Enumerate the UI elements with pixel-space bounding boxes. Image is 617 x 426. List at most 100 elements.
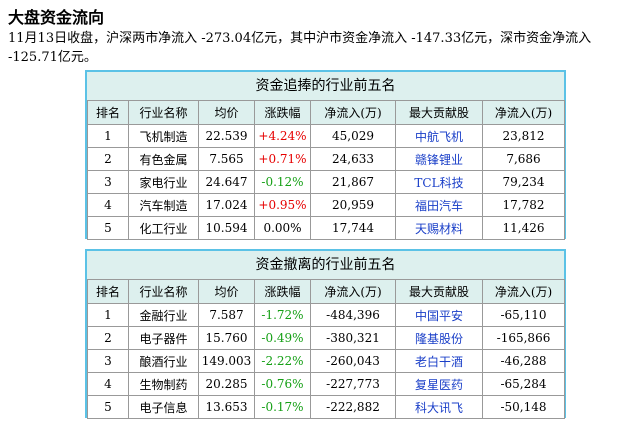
net-inflow-cell: 24,633 [310, 147, 396, 171]
column-header: 涨跌幅 [254, 279, 311, 304]
table-row: 1 飞机制造 22.539 +4.24% 45,029 中航飞机 23,812 [87, 124, 565, 148]
inflow-header-row: 排名 行业名称 均价 涨跌幅 净流入(万) 最大贡献股 净流入(万) [87, 100, 565, 125]
net-inflow-cell: 21,867 [310, 170, 396, 194]
rank-cell: 3 [87, 170, 129, 194]
net-inflow-cell: 20,959 [310, 193, 396, 217]
stock-inflow-cell: 17,782 [482, 193, 565, 217]
outflow-header-row: 排名 行业名称 均价 涨跌幅 净流入(万) 最大贡献股 净流入(万) [87, 279, 565, 304]
net-inflow-cell: -260,043 [310, 349, 396, 373]
top-stock-link[interactable]: 老白干酒 [395, 349, 483, 373]
rank-cell: 4 [87, 372, 129, 396]
stock-inflow-cell: -65,284 [482, 372, 565, 396]
top-stock-link[interactable]: 中国平安 [395, 303, 483, 327]
table-row: 2 有色金属 7.565 +0.71% 24,633 赣锋锂业 7,686 [87, 147, 565, 171]
industry-cell: 有色金属 [128, 147, 199, 171]
rank-cell: 4 [87, 193, 129, 217]
table-row: 2 电子器件 15.760 -0.49% -380,321 隆基股份 -165,866 [87, 326, 565, 350]
change-cell: -1.72% [254, 303, 311, 327]
inflow-panel: 资金追捧的行业前五名 排名 行业名称 均价 涨跌幅 净流入(万) 最大贡献股 净… [85, 70, 566, 240]
top-stock-link[interactable]: 福田汽车 [395, 193, 483, 217]
change-cell: 0.00% [254, 216, 311, 240]
stock-inflow-cell: -50,148 [482, 395, 565, 419]
avg-price-cell: 10.594 [198, 216, 255, 240]
outflow-panel: 资金撤离的行业前五名 排名 行业名称 均价 涨跌幅 净流入(万) 最大贡献股 净… [85, 249, 566, 419]
stock-inflow-cell: -46,288 [482, 349, 565, 373]
change-cell: -0.17% [254, 395, 311, 419]
table-row: 5 化工行业 10.594 0.00% 17,744 天赐材料 11,426 [87, 216, 565, 240]
column-header: 净流入(万) [310, 100, 396, 125]
avg-price-cell: 7.587 [198, 303, 255, 327]
top-stock-link[interactable]: 复星医药 [395, 372, 483, 396]
stock-inflow-cell: -65,110 [482, 303, 565, 327]
net-inflow-cell: 45,029 [310, 124, 396, 148]
column-header: 行业名称 [128, 279, 199, 304]
rank-cell: 1 [87, 303, 129, 327]
column-header: 均价 [198, 279, 255, 304]
avg-price-cell: 15.760 [198, 326, 255, 350]
avg-price-cell: 149.003 [198, 349, 255, 373]
change-cell: -0.12% [254, 170, 311, 194]
column-header: 最大贡献股 [395, 279, 483, 304]
change-cell: +0.71% [254, 147, 311, 171]
column-header: 行业名称 [128, 100, 199, 125]
industry-cell: 化工行业 [128, 216, 199, 240]
industry-cell: 飞机制造 [128, 124, 199, 148]
avg-price-cell: 7.565 [198, 147, 255, 171]
top-stock-link[interactable]: 科大讯飞 [395, 395, 483, 419]
rank-cell: 2 [87, 147, 129, 171]
inflow-table-body: 1 飞机制造 22.539 +4.24% 45,029 中航飞机 23,812 2 有色金属 7.… [87, 124, 565, 240]
table-row: 4 汽车制造 17.024 +0.95% 20,959 福田汽车 17,782 [87, 193, 565, 217]
column-header: 最大贡献股 [395, 100, 483, 125]
column-header: 涨跌幅 [254, 100, 311, 125]
net-inflow-cell: -227,773 [310, 372, 396, 396]
industry-cell: 电子信息 [128, 395, 199, 419]
top-stock-link[interactable]: 中航飞机 [395, 124, 483, 148]
rank-cell: 5 [87, 216, 129, 240]
column-header: 均价 [198, 100, 255, 125]
table-row: 4 生物制药 20.285 -0.76% -227,773 复星医药 -65,284 [87, 372, 565, 396]
rank-cell: 1 [87, 124, 129, 148]
net-inflow-cell: 17,744 [310, 216, 396, 240]
top-stock-link[interactable]: 赣锋锂业 [395, 147, 483, 171]
rank-cell: 2 [87, 326, 129, 350]
stock-inflow-cell: 11,426 [482, 216, 565, 240]
stock-inflow-cell: 23,812 [482, 124, 565, 148]
avg-price-cell: 17.024 [198, 193, 255, 217]
net-inflow-cell: -222,882 [310, 395, 396, 419]
table-row: 3 酿酒行业 149.003 -2.22% -260,043 老白干酒 -46,288 [87, 349, 565, 373]
change-cell: -0.76% [254, 372, 311, 396]
outflow-table: 排名 行业名称 均价 涨跌幅 净流入(万) 最大贡献股 净流入(万) 1 金融行业… [87, 279, 565, 419]
outflow-table-heading: 资金撤离的行业前五名 [87, 251, 564, 279]
top-stock-link[interactable]: 天赐材料 [395, 216, 483, 240]
rank-cell: 3 [87, 349, 129, 373]
column-header: 净流入(万) [482, 279, 565, 304]
net-inflow-cell: -380,321 [310, 326, 396, 350]
stock-inflow-cell: -165,866 [482, 326, 565, 350]
page-title: 大盘资金流向 [8, 8, 105, 27]
stock-inflow-cell: 79,234 [482, 170, 565, 194]
rank-cell: 5 [87, 395, 129, 419]
inflow-table: 排名 行业名称 均价 涨跌幅 净流入(万) 最大贡献股 净流入(万) 1 飞机制造… [87, 100, 565, 240]
table-row: 1 金融行业 7.587 -1.72% -484,396 中国平安 -65,110 [87, 303, 565, 327]
avg-price-cell: 22.539 [198, 124, 255, 148]
industry-cell: 汽车制造 [128, 193, 199, 217]
column-header: 排名 [87, 100, 129, 125]
top-stock-link[interactable]: 隆基股份 [395, 326, 483, 350]
table-row: 3 家电行业 24.647 -0.12% 21,867 TCL科技 79,234 [87, 170, 565, 194]
table-row: 5 电子信息 13.653 -0.17% -222,882 科大讯飞 -50,148 [87, 395, 565, 419]
stock-inflow-cell: 7,686 [482, 147, 565, 171]
avg-price-cell: 20.285 [198, 372, 255, 396]
market-summary: 11月13日收盘，沪深两市净流入 -273.04亿元，其中沪市资金净流入 -14… [8, 31, 592, 65]
industry-cell: 家电行业 [128, 170, 199, 194]
change-cell: +4.24% [254, 124, 311, 148]
industry-cell: 电子器件 [128, 326, 199, 350]
outflow-table-body: 1 金融行业 7.587 -1.72% -484,396 中国平安 -65,110 2 电子器件… [87, 303, 565, 419]
top-stock-link[interactable]: TCL科技 [395, 170, 483, 194]
change-cell: -2.22% [254, 349, 311, 373]
change-cell: -0.49% [254, 326, 311, 350]
industry-cell: 酿酒行业 [128, 349, 199, 373]
net-inflow-cell: -484,396 [310, 303, 396, 327]
inflow-table-heading: 资金追捧的行业前五名 [87, 72, 564, 100]
avg-price-cell: 13.653 [198, 395, 255, 419]
column-header: 排名 [87, 279, 129, 304]
